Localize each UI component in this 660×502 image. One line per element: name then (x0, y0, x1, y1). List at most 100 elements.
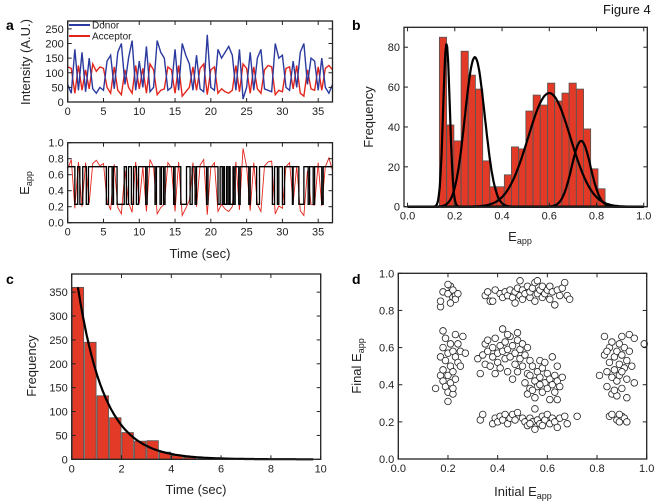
a-eapp-xtick-label: 15 (169, 227, 181, 239)
scatter-point (513, 329, 522, 337)
scatter-point (533, 277, 542, 285)
scatter-point (551, 388, 559, 396)
scatter-point (618, 384, 626, 393)
scatter-point (436, 353, 445, 361)
scatter-point (513, 368, 522, 376)
scatter-point (476, 369, 484, 378)
scatter-point (496, 364, 504, 372)
scatter-point (439, 366, 447, 374)
scatter-point (459, 332, 467, 341)
scatter-point (491, 286, 499, 294)
scatter-point (623, 356, 631, 365)
acceptor-trace (67, 61, 333, 98)
scatter-point (600, 332, 609, 341)
b-xtick-label: 0.8 (589, 211, 604, 223)
scatter-point (516, 277, 524, 285)
a-legend: Donor Acceptor (69, 21, 132, 43)
scatter-point (526, 371, 534, 380)
scatter-point (498, 325, 507, 333)
scatter-point (618, 368, 626, 376)
scatter-point (546, 295, 554, 303)
scatter-point (561, 412, 569, 420)
c-xtick-label: 4 (168, 463, 174, 475)
scatter-point (603, 347, 611, 355)
scatter-point (551, 301, 559, 309)
a-intensity-ylabel: Intensity (A.U.) (18, 19, 33, 105)
scatter-point (613, 347, 621, 355)
b-ytick-label: 60 (388, 82, 400, 94)
scatter-point (538, 388, 547, 396)
scatter-point (518, 362, 527, 370)
b-xtick-label: 1.0 (636, 211, 651, 223)
b-ylabel: Frequency (361, 86, 376, 148)
scatter-point (503, 345, 512, 354)
scatter-point (628, 362, 636, 370)
scatter-point (603, 368, 611, 376)
scatter-point (449, 384, 457, 393)
scatter-point (618, 332, 626, 341)
histogram-bar (539, 104, 548, 208)
scatter-point (565, 295, 574, 303)
scatter-point (553, 395, 561, 404)
scatter-point (543, 384, 552, 393)
a-time-xlabel: Time (sec) (170, 246, 231, 261)
scatter-point (608, 338, 616, 346)
scatter-point (501, 410, 509, 419)
histogram-bar (583, 128, 592, 208)
a-eapp-ytick-label: 0.4 (48, 186, 63, 198)
a-intensity-ytick-label: 100 (45, 68, 63, 80)
c-ytick-label: 300 (49, 311, 67, 323)
histogram-bar (96, 395, 109, 460)
scatter-point (454, 290, 462, 298)
scatter-point (561, 278, 569, 287)
a-intensity-ytick-label: 250 (45, 24, 63, 36)
c-ytick-label: 200 (49, 359, 67, 371)
scatter-point (501, 338, 509, 346)
scatter-point (491, 334, 499, 342)
a-eapp-xtick-label: 20 (205, 227, 217, 239)
histogram-bar (475, 88, 484, 208)
b-axes: 0.0 0.2 0.4 0.6 0.8 1.0 0 20 40 60 80 (388, 27, 651, 223)
scatter-point (503, 330, 512, 339)
panel-label-d: d (352, 271, 361, 287)
c-ytick-label: 150 (49, 383, 67, 395)
scatter-point (451, 330, 460, 339)
b-xtick-label: 0.4 (494, 211, 509, 223)
scatter-point (511, 299, 519, 307)
a-eapp-xtick-label: 25 (240, 227, 252, 239)
scatter-point (436, 297, 445, 305)
scatter-point (610, 386, 619, 394)
a-intensity-xtick-label: 20 (205, 106, 217, 118)
scatter-point (486, 362, 494, 370)
scatter-point (439, 327, 447, 335)
a-intensity-xtick-label: 30 (276, 106, 288, 118)
scatter-point (536, 381, 544, 389)
scatter-point (546, 395, 554, 404)
scatter-point (446, 340, 455, 348)
scatter-point (511, 360, 519, 368)
b-xtick-label: 0.0 (400, 211, 415, 223)
d-plot-frame (397, 272, 648, 460)
scatter-point (615, 410, 624, 419)
scatter-point (488, 353, 497, 361)
scatter-point (479, 410, 487, 419)
panel-label-b: b (352, 17, 361, 33)
b-ytick-label: 0 (394, 202, 400, 214)
scatter-point (531, 405, 539, 413)
c-ytick-label: 250 (49, 335, 67, 347)
scatter-point (558, 373, 566, 381)
scatter-point (556, 291, 564, 300)
histogram-bar (460, 50, 469, 208)
b-xtick-label: 0.2 (447, 211, 462, 223)
d-ytick-label: 0.2 (379, 417, 394, 429)
a-eapp-ylabel: Eapp (17, 171, 34, 195)
scatter-point (608, 410, 616, 419)
d-xtick-label: 0.6 (540, 463, 555, 475)
scatter-point (518, 340, 527, 348)
scatter-point (563, 420, 571, 428)
a-intensity-plot-frame (67, 20, 334, 103)
scatter-point (513, 408, 522, 417)
idealized-state-trace (67, 166, 333, 205)
